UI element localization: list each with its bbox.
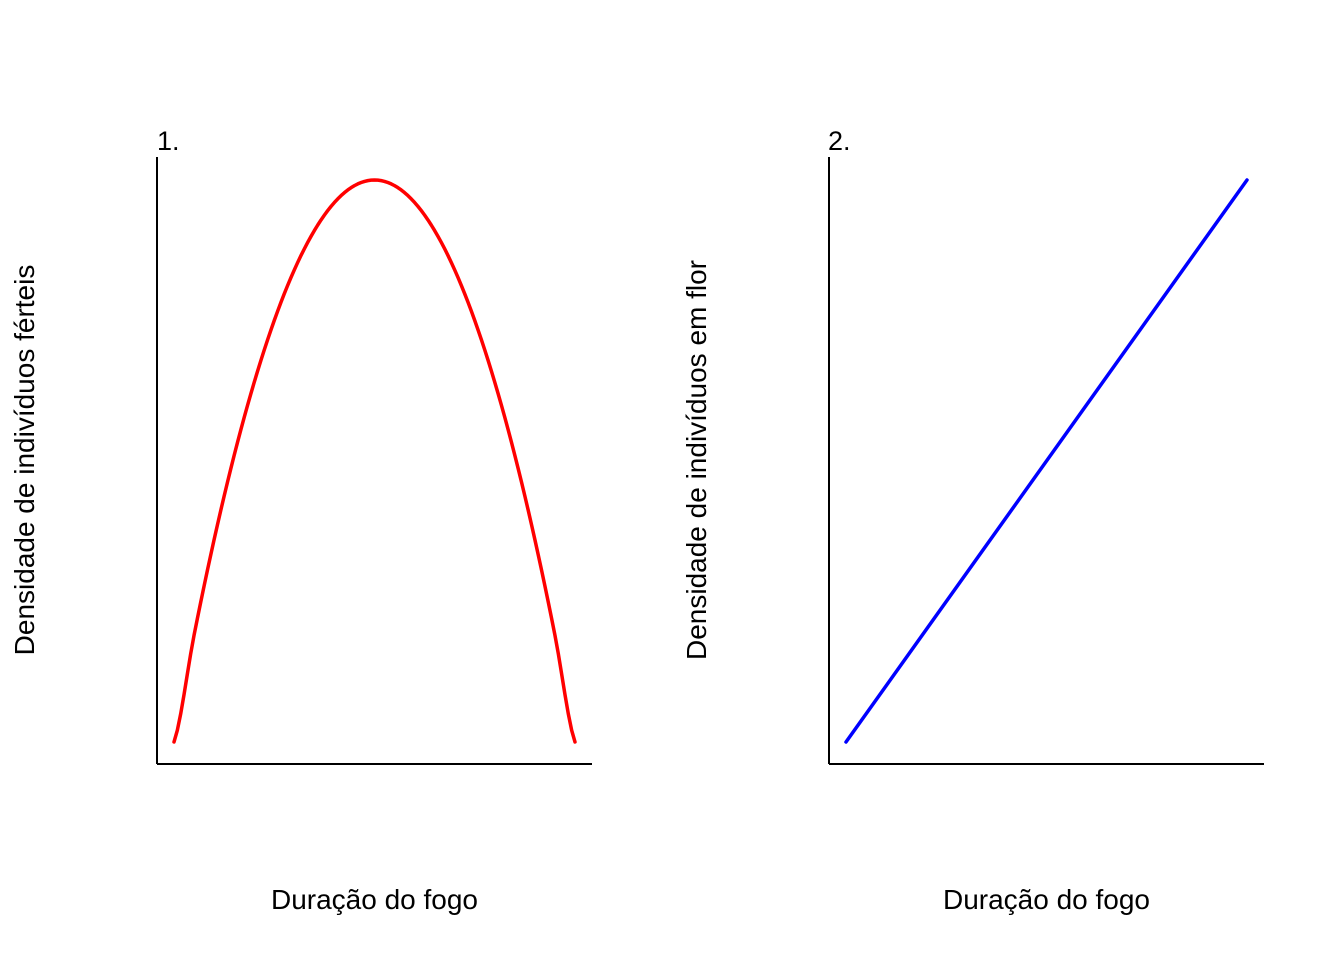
- panel-2-series-line-0: [844, 178, 1249, 744]
- panel-2-series-group: [844, 178, 1249, 744]
- panel-2: 2. Duração do fogo Densidade de indivídu…: [681, 126, 1264, 915]
- panel-1-x-axis-label: Duração do fogo: [271, 884, 478, 915]
- panel-2-x-axis-label: Duração do fogo: [943, 884, 1150, 915]
- panel-1-series-line-0: [172, 178, 577, 744]
- panel-1-y-axis-label: Densidade de indivíduos férteis: [9, 265, 40, 656]
- panel-1-series-group: [172, 178, 577, 744]
- panel-1-label: 1.: [157, 126, 180, 156]
- panel-2-y-axis-label: Densidade de indivíduos em flor: [681, 260, 712, 660]
- panel-1: 1. Duração do fogo Densidade de indivídu…: [9, 126, 592, 915]
- panel-2-label: 2.: [828, 126, 851, 156]
